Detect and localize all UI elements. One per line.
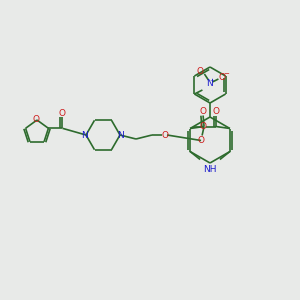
Text: O: O xyxy=(32,115,40,124)
Text: O: O xyxy=(219,73,226,82)
Text: N: N xyxy=(118,130,124,140)
Text: O: O xyxy=(59,109,66,118)
Text: O: O xyxy=(197,67,204,76)
Text: O: O xyxy=(161,130,169,140)
Text: −: − xyxy=(224,71,229,77)
Text: O: O xyxy=(200,107,207,116)
Text: O: O xyxy=(198,136,205,145)
Text: O: O xyxy=(212,107,219,116)
Text: N: N xyxy=(206,79,213,88)
Text: N: N xyxy=(82,130,88,140)
Text: +: + xyxy=(209,79,214,83)
Text: O: O xyxy=(200,122,206,131)
Text: NH: NH xyxy=(203,166,217,175)
